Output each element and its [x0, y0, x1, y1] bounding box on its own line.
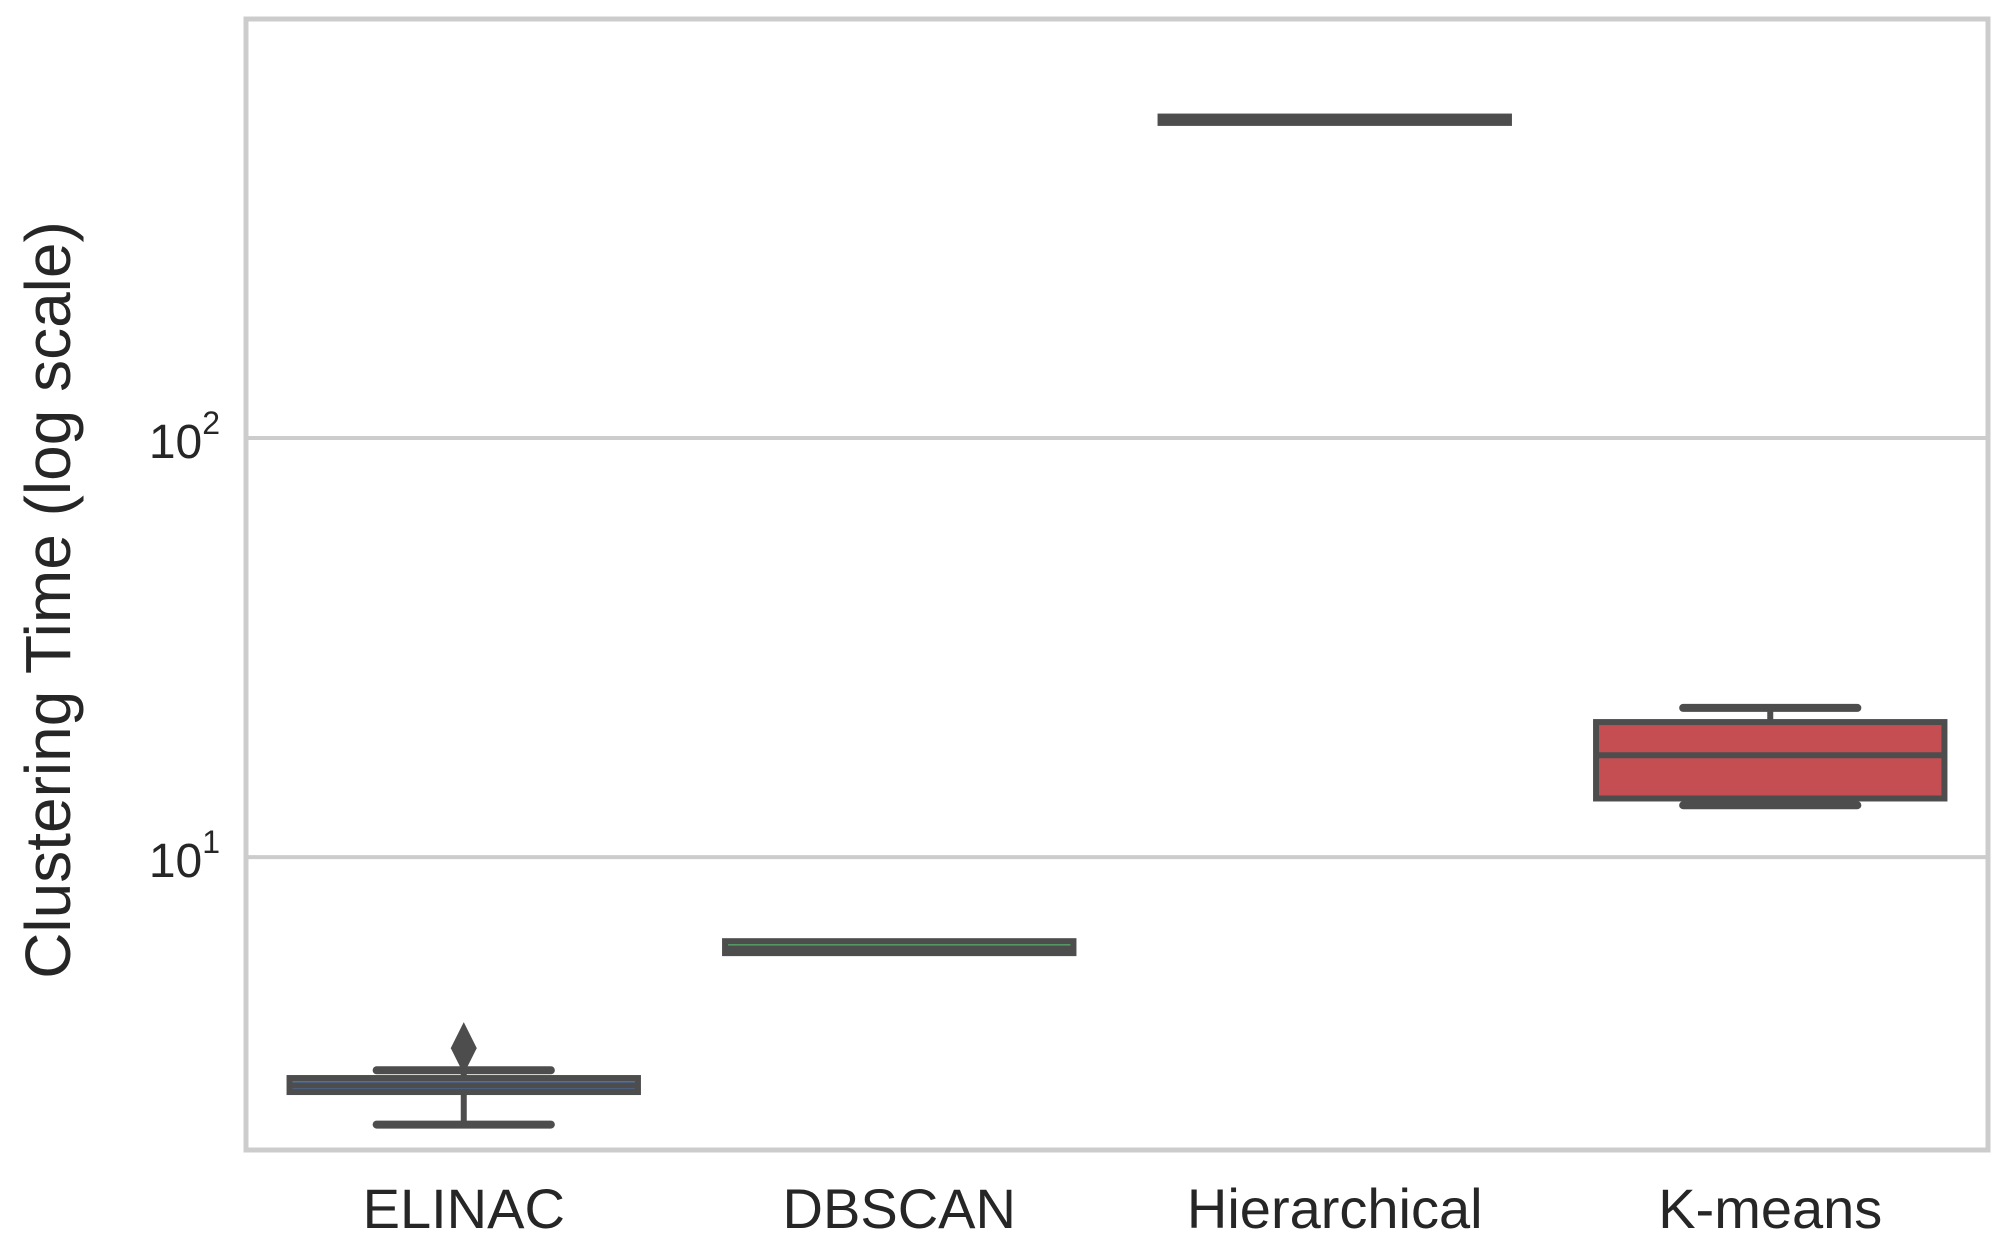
y-tick-label: 102	[149, 405, 220, 469]
x-tick-label: Hierarchical	[1187, 1177, 1483, 1240]
x-tick-label: DBSCAN	[783, 1177, 1016, 1240]
x-tick-label: ELINAC	[363, 1177, 565, 1240]
outlier-point	[450, 1022, 477, 1075]
y-tick-label: 101	[149, 824, 220, 888]
boxes	[286, 113, 1948, 1129]
box-k-means	[1593, 703, 1948, 810]
y-axis-label: Clustering Time (log scale)	[12, 221, 84, 979]
y-tick-base: 10	[149, 835, 202, 888]
box-hierarchical	[1157, 113, 1512, 126]
x-tick-label: K-means	[1658, 1177, 1882, 1240]
box-elinac	[286, 1022, 641, 1129]
plot-frame	[243, 16, 1991, 1153]
y-tick-exponent: 2	[202, 405, 220, 441]
grid	[246, 436, 1988, 860]
y-tick-base: 10	[149, 416, 202, 469]
box-body	[1593, 719, 1948, 802]
box-dbscan	[722, 938, 1077, 957]
x-axis: ELINAC DBSCAN Hierarchical K-means	[363, 1177, 1883, 1240]
y-tick-exponent: 1	[202, 824, 220, 860]
